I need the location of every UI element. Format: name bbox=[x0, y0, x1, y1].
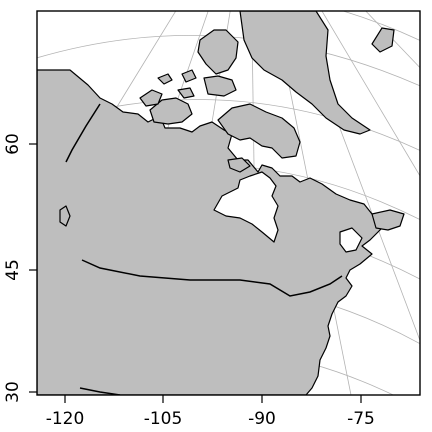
y-axis: 60 45 30 bbox=[3, 133, 37, 403]
north-america-landmass bbox=[37, 69, 387, 395]
canada-usa-border bbox=[81, 259, 343, 297]
y-tick-label: 30 bbox=[3, 381, 23, 403]
island-small-3 bbox=[177, 87, 195, 99]
island-small-1 bbox=[157, 73, 173, 85]
y-tick-label: 60 bbox=[3, 133, 23, 155]
x-tick-label: -90 bbox=[248, 409, 276, 429]
island-devon bbox=[203, 75, 237, 97]
island-newfoundland bbox=[371, 209, 405, 231]
island-vancouver bbox=[59, 205, 71, 227]
iceland bbox=[371, 27, 395, 53]
gulf-st-lawrence bbox=[339, 227, 363, 253]
x-tick-label: -120 bbox=[46, 409, 85, 429]
x-tick-label: -75 bbox=[347, 409, 375, 429]
greenland bbox=[239, 11, 371, 135]
usa-mexico-border bbox=[79, 387, 121, 395]
island-southampton bbox=[227, 157, 251, 173]
island-banks bbox=[139, 89, 163, 107]
island-small-2 bbox=[181, 69, 197, 83]
island-baffin bbox=[217, 103, 301, 159]
hudson-bay bbox=[213, 171, 279, 243]
y-tick-label: 45 bbox=[3, 259, 23, 281]
island-ellesmere bbox=[197, 29, 239, 75]
plot-frame bbox=[36, 10, 421, 396]
x-tick-label: -105 bbox=[144, 409, 183, 429]
island-victoria bbox=[149, 97, 193, 125]
x-axis: -120 -105 -90 -75 bbox=[46, 395, 375, 429]
alaska-canada-border bbox=[65, 103, 101, 163]
